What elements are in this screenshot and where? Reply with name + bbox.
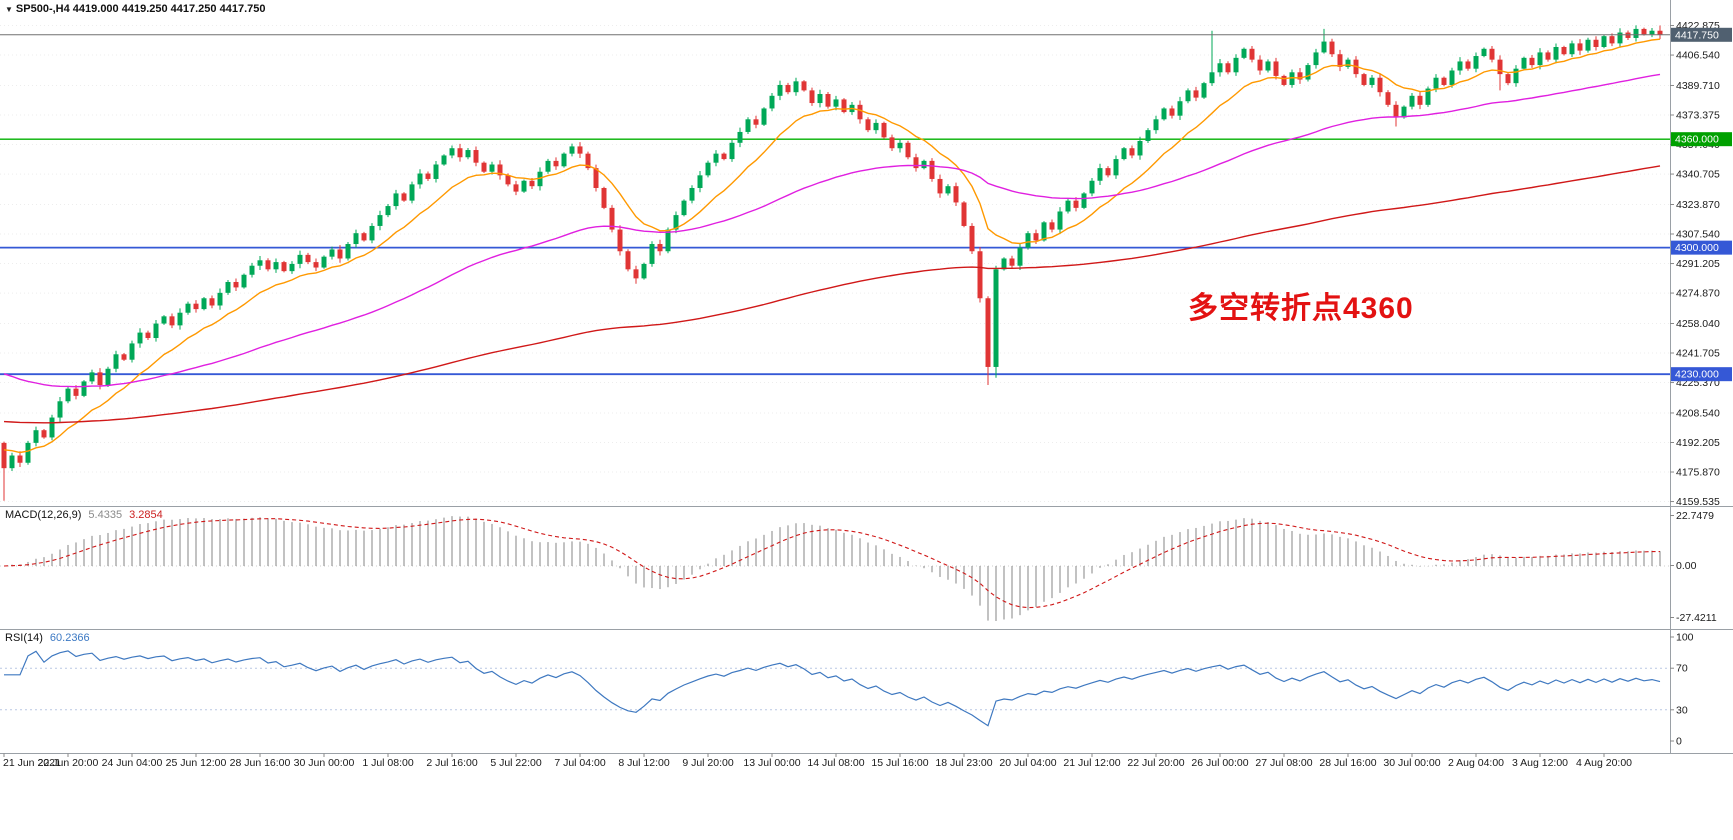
- macd-main-value: 5.4335: [88, 509, 123, 521]
- price-badge: [1671, 27, 1732, 42]
- price-axis-label: 4340.705: [1676, 169, 1720, 181]
- price-badge-label: 4230.000: [1675, 369, 1719, 381]
- time-axis-label: 22 Jun 20:00: [38, 757, 99, 769]
- time-axis-label: 13 Jul 00:00: [743, 757, 800, 769]
- macd-name: MACD(12,26,9): [5, 509, 82, 521]
- macd-axis-label: -27.4211: [1676, 612, 1717, 624]
- time-axis-label: 24 Jun 04:00: [102, 757, 163, 769]
- price-badge-label: 4300.000: [1675, 242, 1719, 254]
- price-axis-label: 4422.875: [1676, 20, 1720, 32]
- price-axis: 4422.8754406.5404389.7104373.3754357.040…: [1670, 20, 1720, 508]
- time-axis-label: 28 Jul 16:00: [1319, 757, 1376, 769]
- price-axis-label: 4373.375: [1676, 110, 1720, 122]
- symbol-marker-icon: ▼: [5, 5, 13, 14]
- rsi-axis-label: 100: [1676, 632, 1694, 644]
- price-axis-label: 4406.540: [1676, 50, 1720, 62]
- price-badge: [1671, 132, 1732, 147]
- time-axis-label: 3 Aug 12:00: [1512, 757, 1568, 769]
- time-axis-label: 25 Jun 12:00: [166, 757, 227, 769]
- time-axis-label: 5 Jul 22:00: [490, 757, 542, 769]
- macd-signal-value: 3.2854: [129, 509, 163, 521]
- time-axis-label: 26 Jul 00:00: [1191, 757, 1248, 769]
- price-axis-label: 4389.710: [1676, 80, 1720, 92]
- time-axis-label: 28 Jun 16:00: [230, 757, 291, 769]
- rsi-axis-label: 0: [1676, 736, 1682, 748]
- price-axis-badges: 4417.750 4360.000 4300.000 4230.000: [1671, 27, 1732, 382]
- macd-axis-label: 22.7479: [1676, 510, 1714, 522]
- price-axis-label: 4307.540: [1676, 229, 1720, 241]
- rsi-indicator-label: RSI(14) 60.2366: [5, 632, 90, 644]
- rsi-axis: 100 70 30 0: [1670, 632, 1694, 748]
- rsi-value: 60.2366: [49, 632, 90, 644]
- price-axis-label: 4323.870: [1676, 199, 1720, 211]
- ma-fast-line: [3, 38, 1661, 454]
- time-axis-label: 2 Jul 16:00: [426, 757, 478, 769]
- time-axis-label: 22 Jul 20:00: [1127, 757, 1184, 769]
- price-badge-label: 4417.750: [1675, 29, 1719, 41]
- macd-histogram: [11, 516, 1661, 621]
- price-axis-label: 4175.870: [1676, 467, 1720, 479]
- ma-mid-line: [3, 73, 1661, 388]
- rsi-name: RSI(14): [5, 632, 43, 644]
- time-axis-label: 20 Jul 04:00: [999, 757, 1056, 769]
- price-axis-label: 4291.205: [1676, 258, 1720, 270]
- time-axis-label: 21 Jul 12:00: [1063, 757, 1120, 769]
- chart-title: ▼ SP500-,H4 4419.000 4419.250 4417.250 44…: [5, 3, 265, 15]
- time-axis-label: 14 Jul 08:00: [807, 757, 864, 769]
- price-axis-label: 4274.870: [1676, 288, 1720, 300]
- price-axis-label: 4159.535: [1676, 496, 1720, 508]
- time-axis-label: 7 Jul 04:00: [554, 757, 606, 769]
- price-axis-label: 4241.705: [1676, 348, 1720, 360]
- time-axis-label: 18 Jul 23:00: [935, 757, 992, 769]
- candlesticks: [1, 25, 1663, 501]
- price-badge: [1671, 240, 1732, 255]
- time-axis-label: 30 Jun 00:00: [294, 757, 355, 769]
- chart-annotation-text[interactable]: 多空转折点4360: [1188, 292, 1414, 325]
- macd-indicator-label: MACD(12,26,9) 5.4335 3.2854: [5, 509, 163, 521]
- macd-axis-label: 0.00: [1676, 560, 1697, 572]
- time-axis-label: 4 Aug 20:00: [1576, 757, 1632, 769]
- time-axis-label: 9 Jul 20:00: [682, 757, 734, 769]
- chart-title-text: SP500-,H4 4419.000 4419.250 4417.250 441…: [15, 3, 266, 15]
- panel-separators: [0, 0, 1733, 754]
- macd-signal-line: [3, 518, 1661, 609]
- price-axis-label: 4258.040: [1676, 318, 1720, 330]
- time-axis-label: 15 Jul 16:00: [871, 757, 928, 769]
- ma-slow-line: [3, 165, 1661, 424]
- horizontal-level-lines: [0, 138, 1670, 376]
- macd-axis: 22.7479 0.00 -27.4211: [1670, 510, 1717, 624]
- rsi-axis-label: 70: [1676, 663, 1688, 675]
- time-axis-label: 30 Jul 00:00: [1383, 757, 1440, 769]
- time-axis-label: 1 Jul 08:00: [362, 757, 414, 769]
- time-axis-label: 21 Jun 2021: [3, 757, 61, 769]
- rsi-line: [4, 650, 1661, 727]
- price-axis-label: 4192.205: [1676, 437, 1720, 449]
- time-axis-label: 2 Aug 04:00: [1448, 757, 1504, 769]
- price-badge-label: 4360.000: [1675, 134, 1719, 146]
- rsi-axis-label: 30: [1676, 704, 1688, 716]
- price-axis-label: 4208.540: [1676, 407, 1720, 419]
- time-axis-label: 8 Jul 12:00: [618, 757, 670, 769]
- price-badge: [1671, 367, 1732, 382]
- time-axis-label: 27 Jul 08:00: [1255, 757, 1312, 769]
